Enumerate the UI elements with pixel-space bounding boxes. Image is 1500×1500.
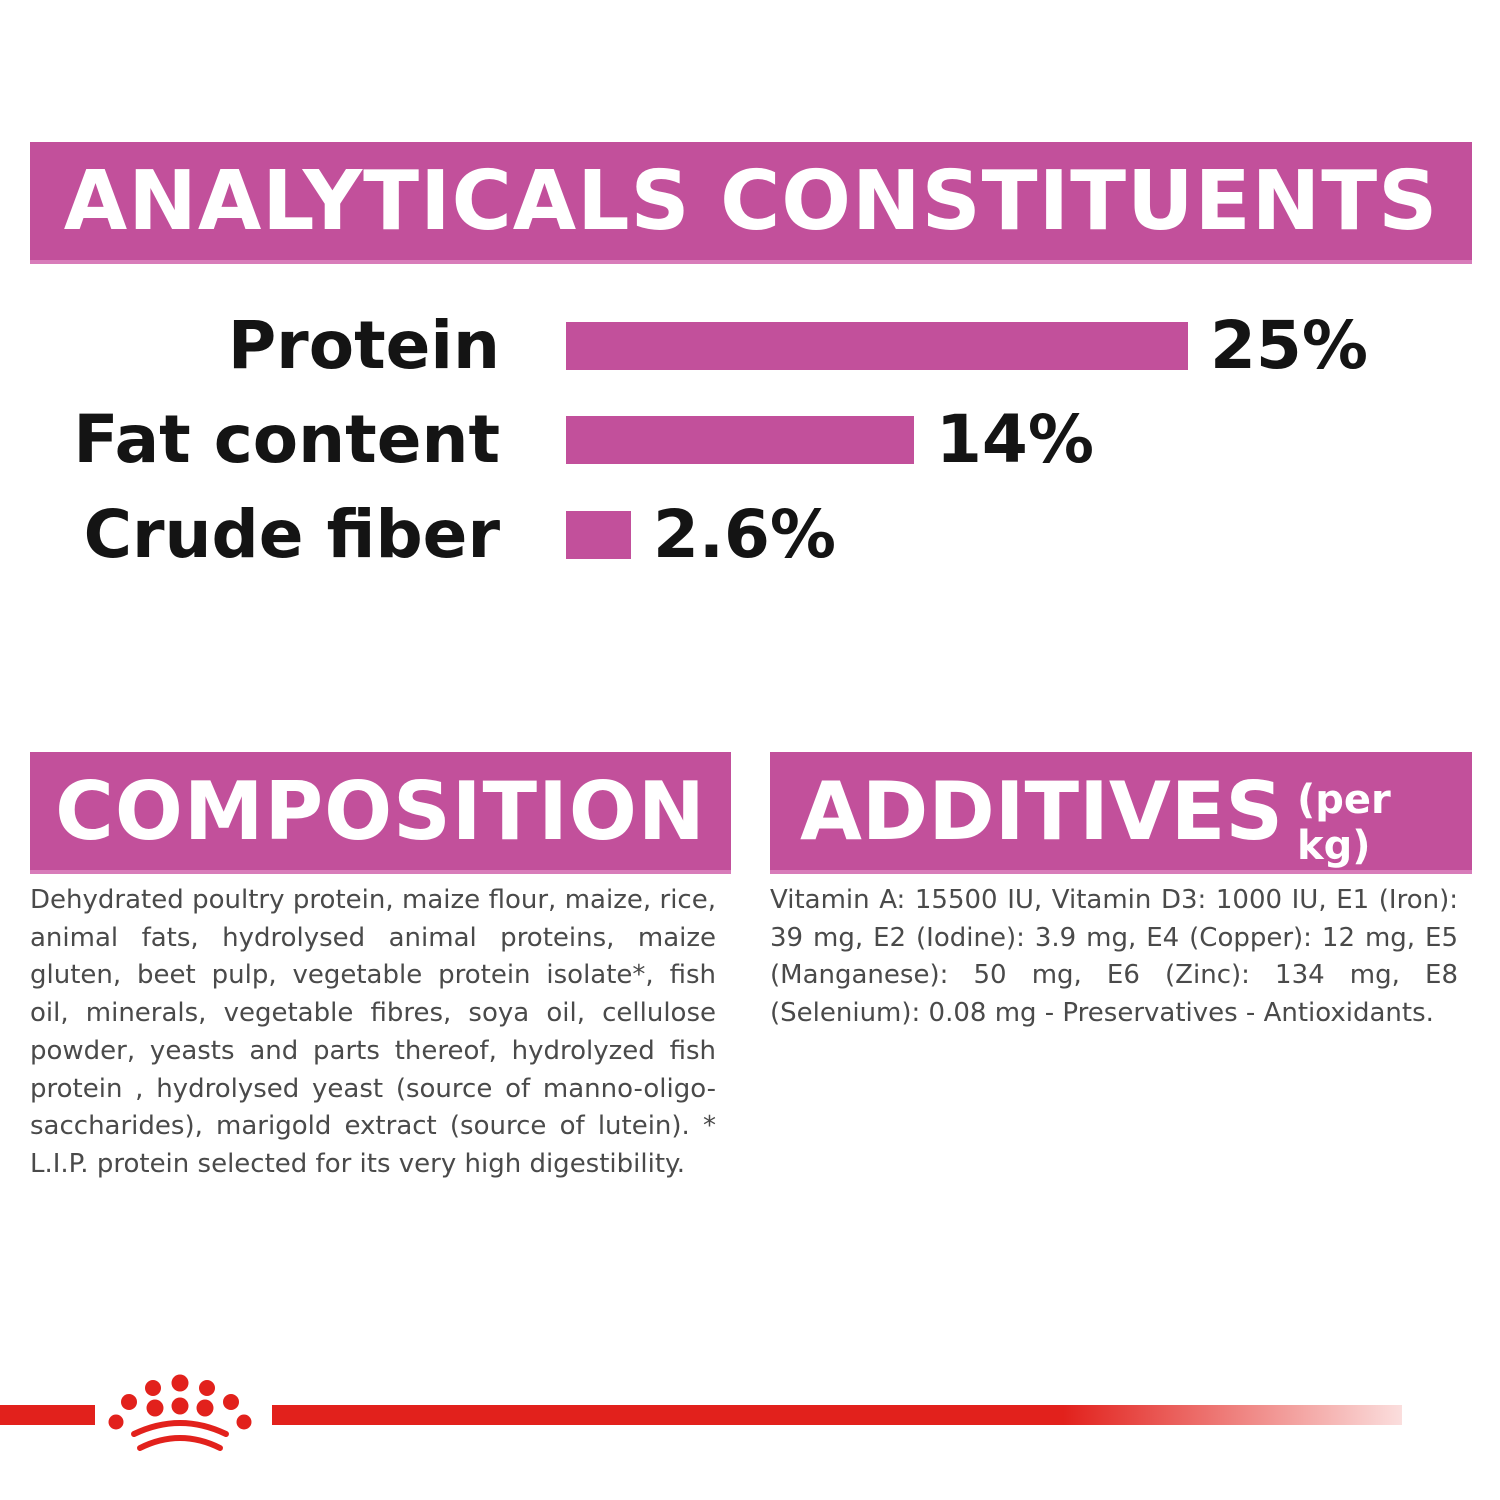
footer-line-right: [272, 1405, 1402, 1425]
additives-text: Vitamin A: 15500 IU, Vitamin D3: 1000 IU…: [770, 885, 1458, 1029]
protein-label: Protein: [227, 307, 500, 384]
royal-crown-icon: [108, 1374, 252, 1451]
analytical-constituents-title: ANALYTICALS CONSTITUENTS: [63, 153, 1439, 249]
crude-fiber-bar: [566, 511, 631, 559]
analytical-constituents-banner: ANALYTICALS CONSTITUENTS: [30, 142, 1472, 264]
protein-bar: [566, 322, 1188, 370]
crude-fiber-value: 2.6%: [653, 496, 837, 573]
additives-title-suffix: (per kg): [1297, 777, 1391, 869]
composition-banner: COMPOSITION: [30, 752, 731, 874]
additives-banner: ADDITIVES (per kg): [770, 752, 1472, 874]
additives-title: ADDITIVES: [800, 764, 1284, 858]
fat-content-bar: [566, 416, 914, 464]
composition-text: Dehydrated poultry protein, maize flour,…: [30, 885, 716, 1179]
fat-content-value: 14%: [936, 401, 1094, 478]
footer-line-left: [0, 1405, 95, 1425]
fat-content-label: Fat content: [73, 401, 500, 478]
crude-fiber-label: Crude fiber: [83, 496, 500, 573]
composition-title: COMPOSITION: [55, 764, 706, 858]
protein-value: 25%: [1210, 307, 1368, 384]
